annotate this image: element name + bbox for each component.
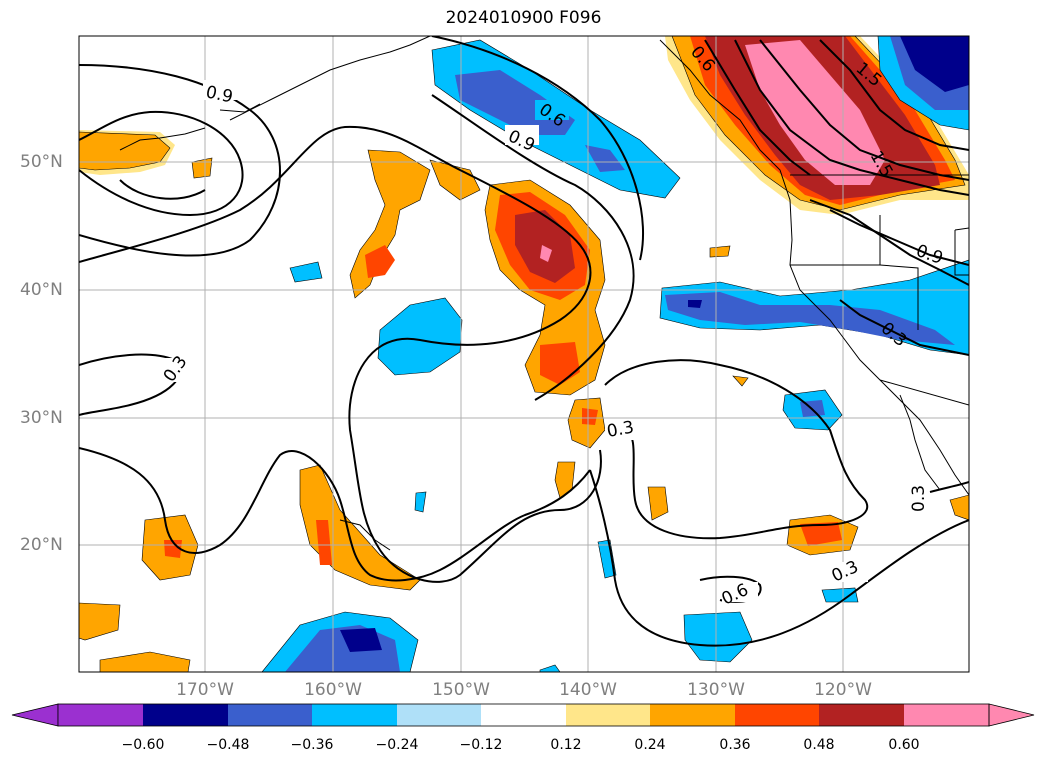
colorbar-segment: [228, 704, 312, 726]
colorbar-segment: [819, 704, 904, 726]
lat-label-30n: 30°N: [20, 408, 63, 428]
colorbar-segment: [735, 704, 819, 726]
graticule-grid: [79, 36, 969, 672]
colorbar-tick: −0.24: [375, 737, 419, 753]
colorbar-segment: [481, 704, 566, 726]
map-title: 2024010900 F096: [445, 8, 602, 28]
map-plot-area: 0.9 0.9 0.6 0.6 1.5 1.5 0.9 0.3 0.3 0.3 …: [79, 36, 969, 672]
lon-label-170w: 170°W: [176, 680, 234, 700]
lat-label-20n: 20°N: [20, 535, 63, 555]
colorbar-tick: −0.36: [290, 737, 334, 753]
colorbar-extend-low: [11, 703, 59, 727]
colorbar-tick: 0.48: [803, 737, 835, 753]
colorbar-segment: [143, 704, 228, 726]
colorbar-extend-high: [988, 703, 1035, 727]
lon-label-120w: 120°W: [814, 680, 872, 700]
colorbar-tick: 0.60: [888, 737, 920, 753]
colorbar: [11, 703, 1035, 727]
colorbar-segment: [566, 704, 650, 726]
colorbar-tick: 0.24: [634, 737, 666, 753]
lon-label-140w: 140°W: [559, 680, 617, 700]
colorbar-tick: 0.12: [550, 737, 582, 753]
colorbar-tick: −0.60: [121, 737, 165, 753]
contour-label: 0.3: [909, 485, 929, 512]
map-frame: [78, 35, 970, 673]
colorbar-segment: [58, 704, 143, 726]
colorbar-segment: [650, 704, 735, 726]
contour-lines: [79, 36, 969, 647]
colorbar-tick: 0.36: [719, 737, 751, 753]
lon-label-150w: 150°W: [432, 680, 490, 700]
contour-label: 0.3: [605, 418, 635, 442]
colorbar-tick: −0.12: [459, 737, 503, 753]
colorbar-tick: −0.48: [206, 737, 250, 753]
lon-label-160w: 160°W: [304, 680, 362, 700]
colorbar-segment: [397, 704, 481, 726]
lon-label-130w: 130°W: [687, 680, 745, 700]
lat-label-50n: 50°N: [20, 152, 63, 172]
lat-label-40n: 40°N: [20, 280, 63, 300]
colorbar-segment: [904, 704, 989, 726]
colorbar-segment: [312, 704, 397, 726]
